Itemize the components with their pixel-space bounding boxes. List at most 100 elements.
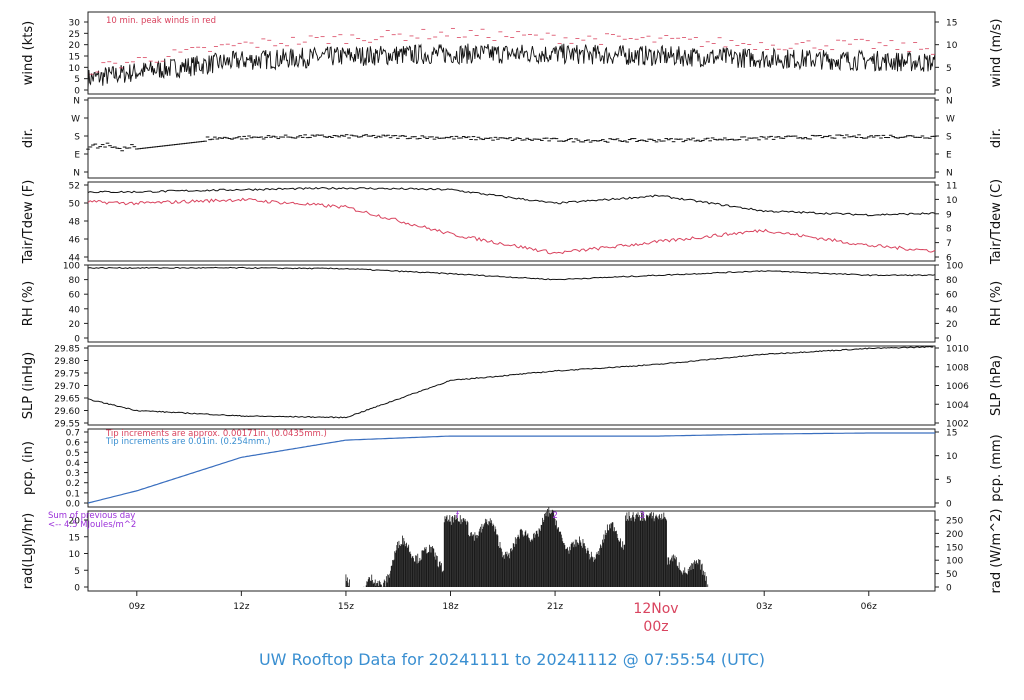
left-tick-label: N	[73, 169, 80, 179]
right-tick-label: 15	[946, 19, 957, 29]
left-tick-label: 0.3	[66, 469, 80, 479]
left-tick-label: 15	[69, 533, 80, 543]
panel-slp: 29.55 29.60 29.65 29.70 29.75 29.80 29.85 1002 1…	[21, 345, 1004, 430]
right-tick-label: 100	[946, 557, 963, 567]
right-tick-label: 40	[946, 305, 958, 315]
right-tick-label: 20	[946, 320, 958, 330]
right-tick-label: 11	[946, 182, 957, 192]
left-tick-label: 15	[69, 53, 80, 63]
left-tick-label: 29.55	[54, 420, 80, 430]
left-tick-label: N	[73, 97, 80, 107]
rad-note-value: <-- 4.5 MJoules/m^2	[48, 520, 136, 530]
pcp-line	[87, 432, 935, 504]
day-marker-hour: 00z	[643, 619, 668, 635]
left-tick-label: 0	[74, 335, 80, 345]
left-tick-label: S	[74, 133, 80, 143]
right-axis-label: SLP (hPa)	[989, 355, 1004, 416]
left-tick-label: 20	[69, 517, 81, 527]
wind-line	[87, 43, 936, 89]
left-tick-label: 29.75	[54, 370, 80, 380]
right-axis-label: wind (m/s)	[989, 19, 1004, 88]
right-tick-label: N	[946, 97, 953, 107]
panel-frame	[87, 11, 936, 95]
left-tick-label: 0.0	[66, 500, 81, 510]
temp-series	[87, 186, 936, 255]
left-tick-label: 50	[69, 200, 81, 210]
pcp-series: Tip increments are approx. 0.00171in. (0…	[87, 429, 935, 504]
left-tick-label: 29.70	[54, 382, 80, 392]
right-tick-label: 250	[946, 517, 963, 527]
left-tick-label: 0.6	[66, 439, 81, 449]
left-axis-label: rad(Lgly/hr)	[21, 513, 36, 589]
right-tick-label: 50	[946, 570, 958, 580]
panel-pcp: 0.00.10.20.30.40.50.60.7 0 5 10 15 pcp. (in) p…	[21, 428, 1004, 510]
x-tick-label: 15z	[338, 602, 354, 612]
left-tick-label: 20	[69, 41, 81, 51]
left-tick-label: 40	[69, 305, 81, 315]
left-tick-label: 29.80	[54, 357, 80, 367]
slp-line	[87, 345, 934, 419]
x-tick-label: 03z	[756, 602, 772, 612]
left-tick-label: 10	[69, 64, 81, 74]
left-axis-label: pcp. (in)	[21, 441, 36, 495]
dew-point-line	[87, 197, 936, 255]
day-marker-date: 12Nov	[633, 601, 678, 617]
left-axis-label: RH (%)	[21, 281, 36, 326]
right-tick-label: 1006	[946, 382, 969, 392]
left-axis-label: Tair/Tdew (F)	[21, 180, 36, 265]
left-tick-label: 46	[69, 236, 81, 246]
right-tick-label: S	[946, 133, 952, 143]
right-tick-label: 6	[946, 254, 952, 264]
right-tick-label: 9	[946, 210, 952, 220]
left-tick-label: 52	[69, 182, 80, 192]
left-tick-label: 5	[74, 567, 80, 577]
right-tick-label: 0	[946, 335, 952, 345]
rad-marker: 2	[552, 511, 558, 521]
right-tick-label: 8	[946, 225, 952, 235]
left-tick-label: 60	[69, 291, 81, 301]
chart-title: UW Rooftop Data for 20241111 to 20241112…	[259, 650, 765, 669]
right-tick-label: E	[946, 151, 952, 161]
right-axis-label: RH (%)	[989, 281, 1004, 326]
right-tick-label: 0	[946, 87, 952, 97]
left-tick-label: 100	[63, 262, 80, 272]
right-tick-label: 100	[946, 262, 963, 272]
left-tick-label: 20	[69, 320, 81, 330]
rad-series: Sum of previous day<-- 4.5 MJoules/m^2 f 2…	[48, 507, 709, 587]
x-tick-label: 18z	[442, 602, 458, 612]
left-tick-label: 0.7	[66, 429, 80, 439]
panel-frame	[87, 264, 936, 343]
wind-note: 10 min. peak winds in red	[106, 16, 216, 26]
x-axis: 09z 12z 15z 18z 21z 03z 06z	[129, 591, 877, 612]
x-tick-label: 12z	[233, 602, 249, 612]
slp-series	[87, 345, 934, 419]
right-tick-label: N	[946, 169, 953, 179]
left-axis-label: dir.	[21, 128, 36, 148]
rh-line	[87, 266, 936, 281]
air-temp-line	[87, 186, 936, 217]
left-axis-label: SLP (inHg)	[21, 352, 36, 420]
left-tick-label: 25	[69, 30, 80, 40]
x-tick-label: 21z	[547, 602, 563, 612]
left-tick-label: 5	[74, 75, 80, 85]
direction-series	[86, 134, 937, 152]
right-axis-label: Tair/Tdew (C)	[989, 179, 1004, 265]
right-axis-label: rad (W/m^2)	[989, 509, 1004, 594]
right-tick-label: 0	[946, 584, 952, 594]
right-tick-label: 15	[946, 429, 957, 439]
left-tick-label: 0.5	[66, 449, 80, 459]
panel-frame	[87, 181, 936, 262]
left-tick-label: 10	[69, 550, 81, 560]
rad-note-sum: Sum of previous day	[48, 511, 135, 521]
right-tick-label: 10	[946, 41, 958, 51]
left-axis-label: wind (kts)	[21, 21, 36, 85]
right-tick-label: 5	[946, 476, 952, 486]
panel-temp: 44 46 48 50 52 6 7 8 9 10 11 Tair/Tdew (F) Tair/Tdew…	[21, 179, 1004, 265]
right-tick-label: 10	[946, 452, 958, 462]
left-tick-label: 29.85	[54, 345, 80, 355]
left-tick-label: 30	[69, 19, 81, 29]
right-tick-label: W	[946, 115, 955, 125]
x-tick-label: 09z	[129, 602, 145, 612]
